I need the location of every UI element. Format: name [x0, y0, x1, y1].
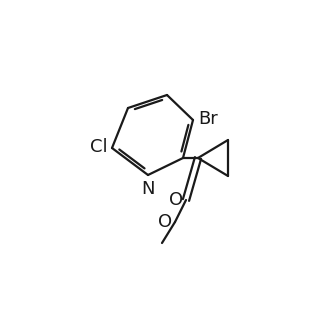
Text: N: N — [141, 180, 155, 198]
Text: O: O — [158, 213, 172, 231]
Text: O: O — [169, 191, 183, 209]
Text: Cl: Cl — [90, 138, 108, 156]
Text: Br: Br — [198, 110, 218, 128]
